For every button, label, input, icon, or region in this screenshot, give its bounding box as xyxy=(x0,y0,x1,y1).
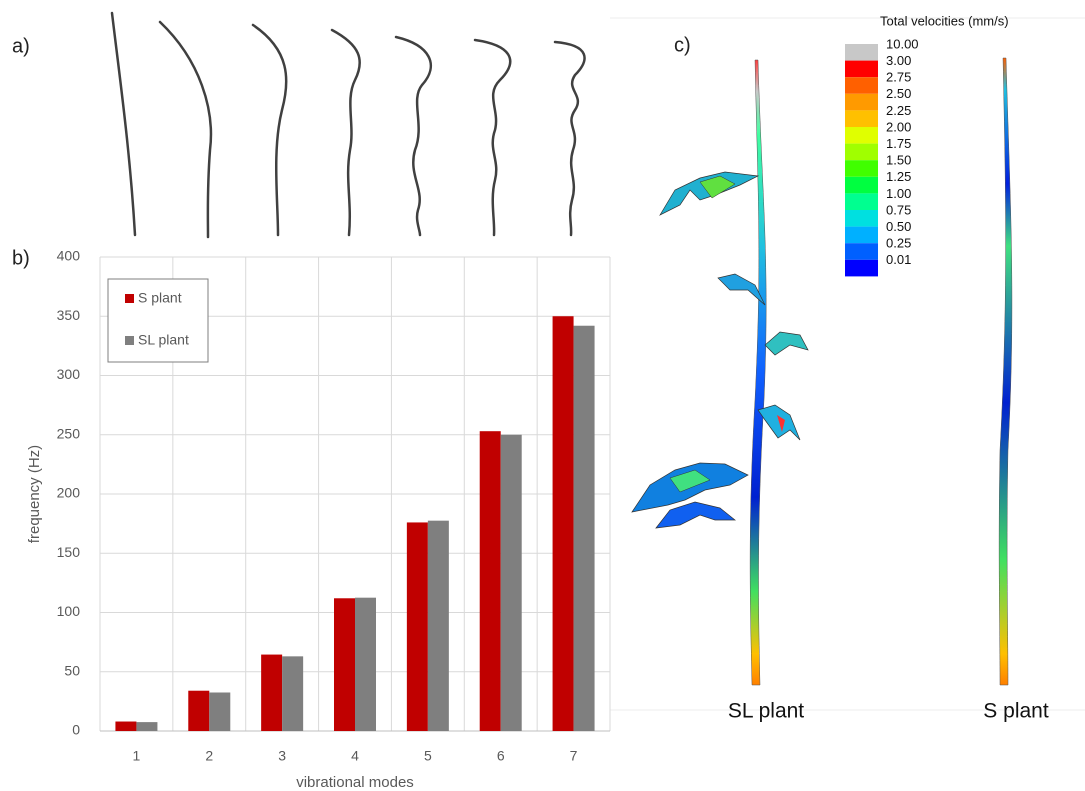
bar xyxy=(406,522,428,731)
x-tick-label: 1 xyxy=(133,748,141,764)
x-tick-label: 2 xyxy=(205,748,213,764)
y-tick-label: 250 xyxy=(57,425,81,441)
colorbar-cell xyxy=(845,160,878,177)
mode-shapes xyxy=(110,11,586,239)
x-axis-title: vibrational modes xyxy=(296,774,414,791)
colorbar-cell xyxy=(845,60,878,78)
colorbar-cell xyxy=(845,243,878,260)
legend-box xyxy=(107,278,209,363)
bar xyxy=(427,520,449,731)
bar xyxy=(479,431,501,731)
y-tick-label: 350 xyxy=(57,307,81,323)
colorbar-cell xyxy=(845,110,878,127)
colorbar-title: Total velocities (mm/s) xyxy=(880,13,1009,28)
x-tick-label: 7 xyxy=(570,748,578,764)
y-tick-label: 400 xyxy=(57,248,81,264)
colorbar-label: 0.25 xyxy=(886,236,911,251)
panel-label: c) xyxy=(674,34,691,56)
legend-swatch xyxy=(125,294,134,303)
colorbar-label: 2.25 xyxy=(886,103,911,118)
x-tick-label: 3 xyxy=(278,748,286,764)
colorbar: 10.00 3.00 2.752.50 2.252.00 1.75 1.501.25 1.0… xyxy=(845,36,919,277)
colorbar-label: 0.50 xyxy=(886,219,911,234)
colorbar-cell xyxy=(845,193,878,210)
colorbar-cell xyxy=(845,127,878,144)
y-tick-label: 50 xyxy=(64,662,80,678)
colorbar-label: 1.25 xyxy=(886,169,911,184)
colorbar-label: 0.75 xyxy=(886,202,911,217)
bar xyxy=(188,690,210,731)
x-tick-label: 6 xyxy=(497,748,505,764)
colorbar-label: 2.50 xyxy=(886,86,911,101)
bar xyxy=(573,325,595,731)
colorbar-cell xyxy=(845,176,878,194)
y-tick-label: 300 xyxy=(57,366,81,382)
s-plant xyxy=(998,57,1013,686)
bar-chart: vibrational modes frequency (Hz) 0 50 100 1… xyxy=(26,248,611,791)
bar xyxy=(552,316,574,731)
panel-label: b) xyxy=(12,247,30,269)
y-tick-label: 100 xyxy=(57,603,81,619)
legend-swatch xyxy=(125,336,134,345)
bar xyxy=(136,722,158,731)
colorbar-label: 1.00 xyxy=(886,186,911,201)
y-tick-label: 200 xyxy=(57,485,81,501)
colorbar-label: 1.50 xyxy=(886,153,911,168)
y-axis-title: frequency (Hz) xyxy=(26,445,43,543)
colorbar-label: 0.01 xyxy=(886,252,911,267)
colorbar-cell xyxy=(845,44,878,61)
panel-c-frame xyxy=(610,17,1085,711)
sl-plant xyxy=(631,59,809,686)
legend: S plant SL plant xyxy=(107,278,209,363)
y-tick-label: 0 xyxy=(72,722,80,738)
x-tick-label: 4 xyxy=(351,748,359,764)
colorbar-cell xyxy=(845,77,878,94)
bar xyxy=(334,598,355,731)
y-tick-label: 150 xyxy=(57,544,81,560)
colorbar-cell xyxy=(845,259,878,277)
colorbar-cell xyxy=(845,210,878,227)
colorbar-label: 3.00 xyxy=(886,53,911,68)
plant-label: SL plant xyxy=(728,700,804,723)
legend-label: SL plant xyxy=(138,332,189,348)
bar xyxy=(115,721,137,731)
colorbar-cell xyxy=(845,226,878,244)
colorbar-label: 2.00 xyxy=(886,119,911,134)
colorbar-label: 2.75 xyxy=(886,70,911,85)
colorbar-cell xyxy=(845,143,878,161)
bar xyxy=(282,656,304,731)
legend-label: S plant xyxy=(138,290,182,306)
bar xyxy=(355,597,376,731)
bar xyxy=(500,434,522,731)
colorbar-label: 10.00 xyxy=(886,36,919,51)
colorbar-label: 1.75 xyxy=(886,136,911,151)
colorbar-cell xyxy=(845,93,878,111)
panel-label: a) xyxy=(12,35,30,57)
bar xyxy=(209,692,231,731)
bar xyxy=(261,654,283,731)
x-tick-label: 5 xyxy=(424,748,432,764)
plant-label: S plant xyxy=(983,700,1049,723)
